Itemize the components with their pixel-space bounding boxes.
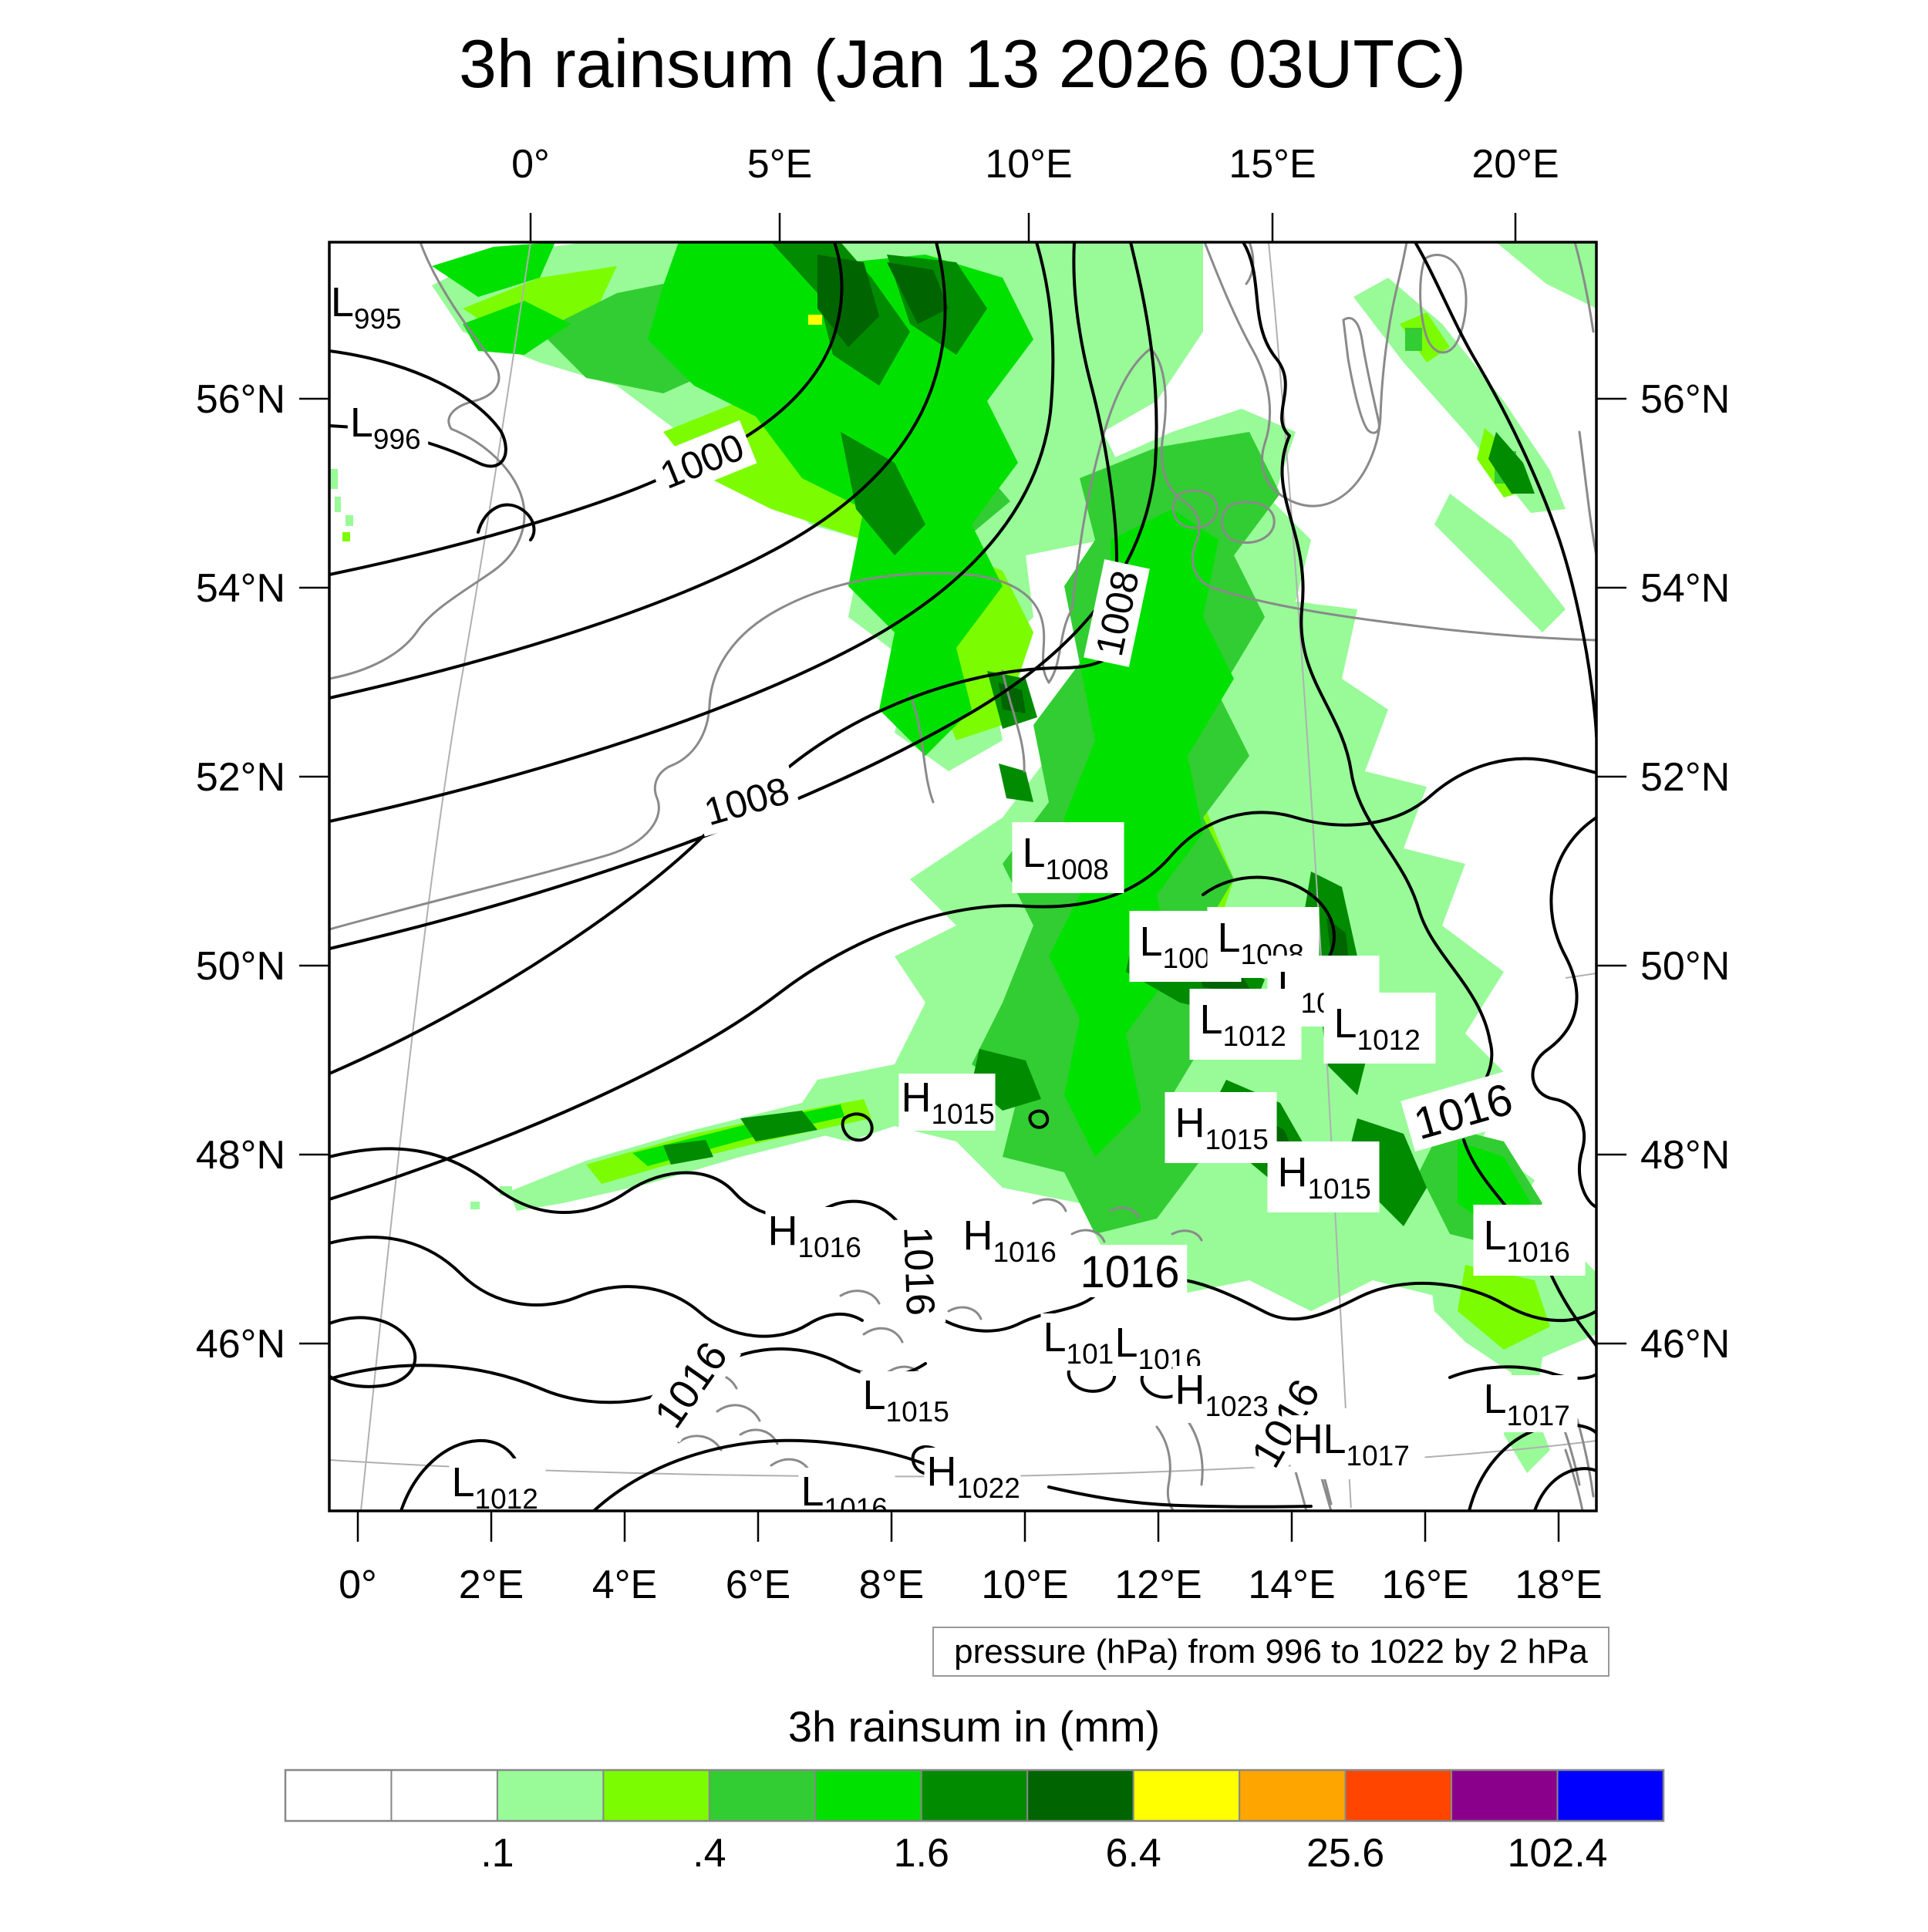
colorbar-cell bbox=[1558, 1770, 1663, 1821]
pressure-label-H1023: H1023 bbox=[1172, 1366, 1269, 1423]
pressure-label-L1016: L1016 bbox=[798, 1468, 895, 1525]
pressure-label-L1008: L1008 bbox=[1012, 822, 1124, 893]
pressure-label-L996: L996 bbox=[348, 399, 428, 456]
pressure-label-text: L1021 bbox=[964, 1505, 1050, 1561]
bottom-tick-label: 0° bbox=[339, 1563, 377, 1607]
top-tick-label: 10°E bbox=[985, 142, 1072, 187]
bottom-tick-label: 18°E bbox=[1515, 1563, 1602, 1607]
top-tick-label: 15°E bbox=[1229, 142, 1316, 187]
colorbar-cell bbox=[285, 1770, 391, 1821]
pressure-label-H1015: H1015 bbox=[1165, 1092, 1276, 1163]
contour-value-label: 1016 bbox=[639, 1327, 741, 1443]
colorbar: .1 .4 1.6 6.4 25.6 102.4 bbox=[285, 1770, 1663, 1876]
contour-label-text: 1016 bbox=[895, 1226, 942, 1317]
top-tick-label: 0° bbox=[511, 142, 550, 187]
pressure-label-L1012: L1012 bbox=[449, 1458, 545, 1516]
left-tick-label: 56°N bbox=[196, 377, 285, 422]
colorbar-cell bbox=[922, 1770, 1027, 1821]
bottom-tick-label: 12°E bbox=[1114, 1563, 1202, 1607]
pressure-label-H: H bbox=[1291, 1415, 1323, 1472]
left-axis: 56°N 54°N 52°N 50°N 48°N 46°N bbox=[196, 377, 329, 1367]
contour-label-text: 1016 bbox=[1080, 1247, 1179, 1297]
colorbar-tick-label: .1 bbox=[480, 1831, 514, 1876]
pressure-label-L1021: L1021 bbox=[962, 1505, 1058, 1562]
left-tick-label: 52°N bbox=[196, 755, 285, 800]
right-tick-label: 56°N bbox=[1640, 377, 1730, 422]
right-tick-label: 50°N bbox=[1640, 944, 1730, 989]
plot-canvas: 3h rainsum (Jan 13 2026 03UTC) 0° 5°E 10°E… bbox=[0, 0, 1928, 1928]
right-tick-label: 46°N bbox=[1640, 1322, 1730, 1367]
top-tick-label: 20°E bbox=[1471, 142, 1559, 187]
parallel-50N-fragment bbox=[1566, 973, 1596, 978]
contour-value-label: 1016 bbox=[895, 1219, 946, 1324]
left-tick-label: 48°N bbox=[196, 1133, 285, 1178]
left-tick-label: 46°N bbox=[196, 1322, 285, 1367]
colorbar-tick-label: 1.6 bbox=[894, 1831, 949, 1876]
pressure-label-L1017: L1017 bbox=[1481, 1375, 1577, 1432]
colorbar-cell bbox=[1239, 1770, 1345, 1821]
pressure-label-H1016: H1016 bbox=[765, 1207, 861, 1264]
page-title: 3h rainsum (Jan 13 2026 03UTC) bbox=[459, 25, 1466, 102]
bottom-tick-label: 10°E bbox=[981, 1563, 1068, 1607]
pressure-label-bg bbox=[962, 1505, 1058, 1562]
pressure-label-text: H bbox=[1336, 1509, 1366, 1555]
contour-value-label: 1016 bbox=[1073, 1245, 1188, 1297]
colorbar-cell bbox=[603, 1770, 709, 1821]
colorbar-tick-label: 102.4 bbox=[1507, 1831, 1607, 1876]
colorbar-cell bbox=[1027, 1770, 1133, 1821]
colorbar-tick-label: 6.4 bbox=[1106, 1831, 1161, 1876]
bottom-tick-label: 2°E bbox=[459, 1563, 524, 1607]
weather-map-figure: 3h rainsum (Jan 13 2026 03UTC) 0° 5°E 10°E… bbox=[0, 0, 1928, 1928]
pressure-label-L1012: L1012 bbox=[1189, 989, 1301, 1060]
bottom-tick-label: 16°E bbox=[1381, 1563, 1468, 1607]
pressure-label-L1015: L1015 bbox=[860, 1371, 956, 1428]
coast-oland bbox=[1343, 318, 1379, 433]
pressure-label-H: H bbox=[1333, 1508, 1366, 1565]
colorbar-cell bbox=[815, 1770, 921, 1821]
colorbar-cell bbox=[710, 1770, 815, 1821]
top-axis: 0° 5°E 10°E 15°E 20°E bbox=[511, 142, 1559, 242]
left-tick-label: 54°N bbox=[196, 566, 285, 611]
pressure-label-bg bbox=[1333, 1508, 1366, 1565]
bottom-axis: 0° 2°E 4°E 6°E 8°E 10°E 12°E 14°E 16°E 18°E bbox=[339, 1511, 1603, 1607]
colorbar-cell bbox=[1451, 1770, 1557, 1821]
colorbar-cell bbox=[1134, 1770, 1239, 1821]
pressure-label-L1017: L1017 bbox=[1313, 1408, 1424, 1479]
pressure-label-H1016: H1016 bbox=[960, 1212, 1057, 1269]
right-axis: 56°N 54°N 52°N 50°N 48°N 46°N bbox=[1596, 377, 1730, 1367]
colorbar-cell bbox=[497, 1770, 603, 1821]
right-tick-label: 52°N bbox=[1640, 755, 1730, 800]
pressure-label-H1022: H1022 bbox=[924, 1448, 1020, 1505]
bottom-tick-label: 14°E bbox=[1248, 1563, 1335, 1607]
left-tick-label: 50°N bbox=[196, 944, 285, 989]
contour-value-label: 1008 bbox=[692, 764, 801, 837]
colorbar-cell bbox=[1346, 1770, 1451, 1821]
colorbar-tick-label: .4 bbox=[693, 1831, 726, 1876]
top-tick-label: 5°E bbox=[747, 142, 812, 187]
bottom-tick-label: 6°E bbox=[726, 1563, 790, 1607]
colorbar-cell bbox=[391, 1770, 497, 1821]
colorbar-tick-label: 25.6 bbox=[1306, 1831, 1384, 1876]
bottom-tick-label: 4°E bbox=[592, 1563, 657, 1607]
right-tick-label: 48°N bbox=[1640, 1133, 1730, 1178]
pressure-label-L1016: L1016 bbox=[1473, 1205, 1585, 1276]
rain-shading-layer bbox=[330, 242, 1596, 1473]
pressure-label-H1015: H1015 bbox=[1267, 1141, 1379, 1212]
bottom-tick-label: 8°E bbox=[859, 1563, 924, 1607]
pressure-caption: pressure (hPa) from 996 to 1022 by 2 hPa bbox=[933, 1627, 1609, 1676]
caption-text: pressure (hPa) from 996 to 1022 by 2 hPa bbox=[954, 1633, 1588, 1671]
rain-level-yellow-spot bbox=[808, 315, 822, 325]
right-tick-label: 54°N bbox=[1640, 566, 1730, 611]
colorbar-title: 3h rainsum in (mm) bbox=[788, 1702, 1160, 1751]
pressure-label-L995: L995 bbox=[329, 278, 409, 335]
pressure-label-L1012: L1012 bbox=[1323, 993, 1435, 1064]
pressure-label-text: H bbox=[1293, 1416, 1323, 1462]
pressure-label-H1015: H1015 bbox=[898, 1074, 995, 1131]
